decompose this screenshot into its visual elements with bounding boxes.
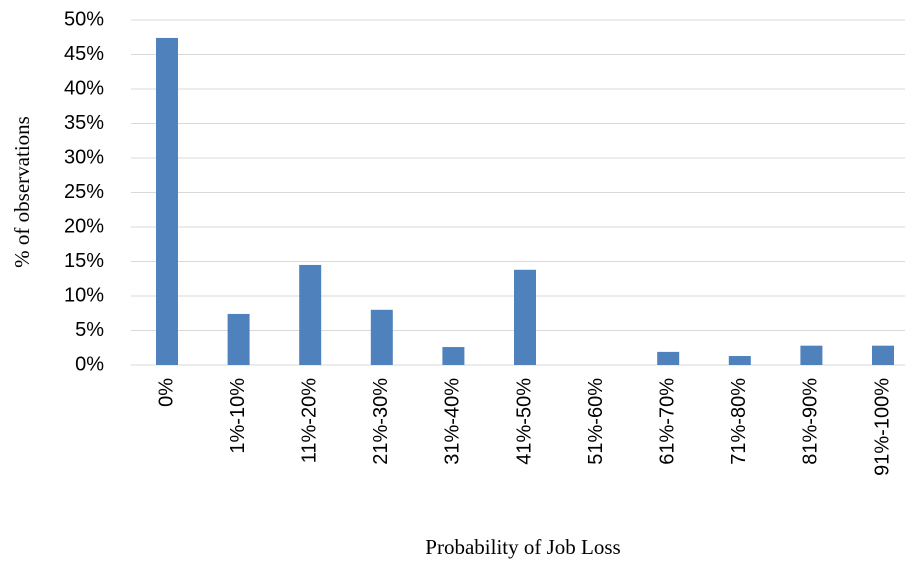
y-tick-label: 30% — [64, 146, 104, 168]
bar — [156, 37, 178, 365]
y-tick-label: 50% — [64, 8, 104, 30]
bar — [800, 345, 823, 365]
x-tick-label: 31%-40% — [442, 378, 464, 465]
y-tick-label: 0% — [75, 353, 104, 375]
y-tick-label: 5% — [75, 319, 104, 341]
x-tick-label: 51%-60% — [585, 378, 607, 465]
x-axis-title: Probability of Job Loss — [425, 535, 620, 559]
y-tick-label: 45% — [64, 43, 104, 65]
bar — [728, 356, 751, 365]
x-tick-label: 21%-30% — [370, 378, 392, 465]
bar — [657, 351, 680, 365]
x-tick-label: 11%-20% — [298, 378, 320, 463]
x-tick-label: 71%-80% — [728, 378, 750, 465]
x-tick-label: 81%-90% — [800, 378, 822, 465]
x-tick-label: 41%-50% — [513, 378, 535, 465]
y-tick-label: 10% — [64, 284, 104, 306]
x-tick-label: 91%-100% — [871, 378, 893, 476]
y-tick-label: 15% — [64, 250, 104, 272]
bar — [227, 313, 250, 365]
y-tick-label: 40% — [64, 77, 104, 99]
y-tick-label: 20% — [64, 215, 104, 237]
y-axis-title: % of observations — [10, 116, 34, 268]
bar — [872, 345, 894, 365]
x-tick-label: 0% — [155, 378, 177, 407]
bar — [514, 269, 536, 365]
x-tick-label: 1%-10% — [227, 378, 249, 454]
x-tick-label: 61%-70% — [656, 378, 678, 465]
y-tick-label: 35% — [64, 112, 104, 134]
y-tick-label: 25% — [64, 181, 104, 203]
bar — [370, 309, 393, 365]
bar — [442, 347, 465, 365]
bar — [299, 264, 322, 365]
